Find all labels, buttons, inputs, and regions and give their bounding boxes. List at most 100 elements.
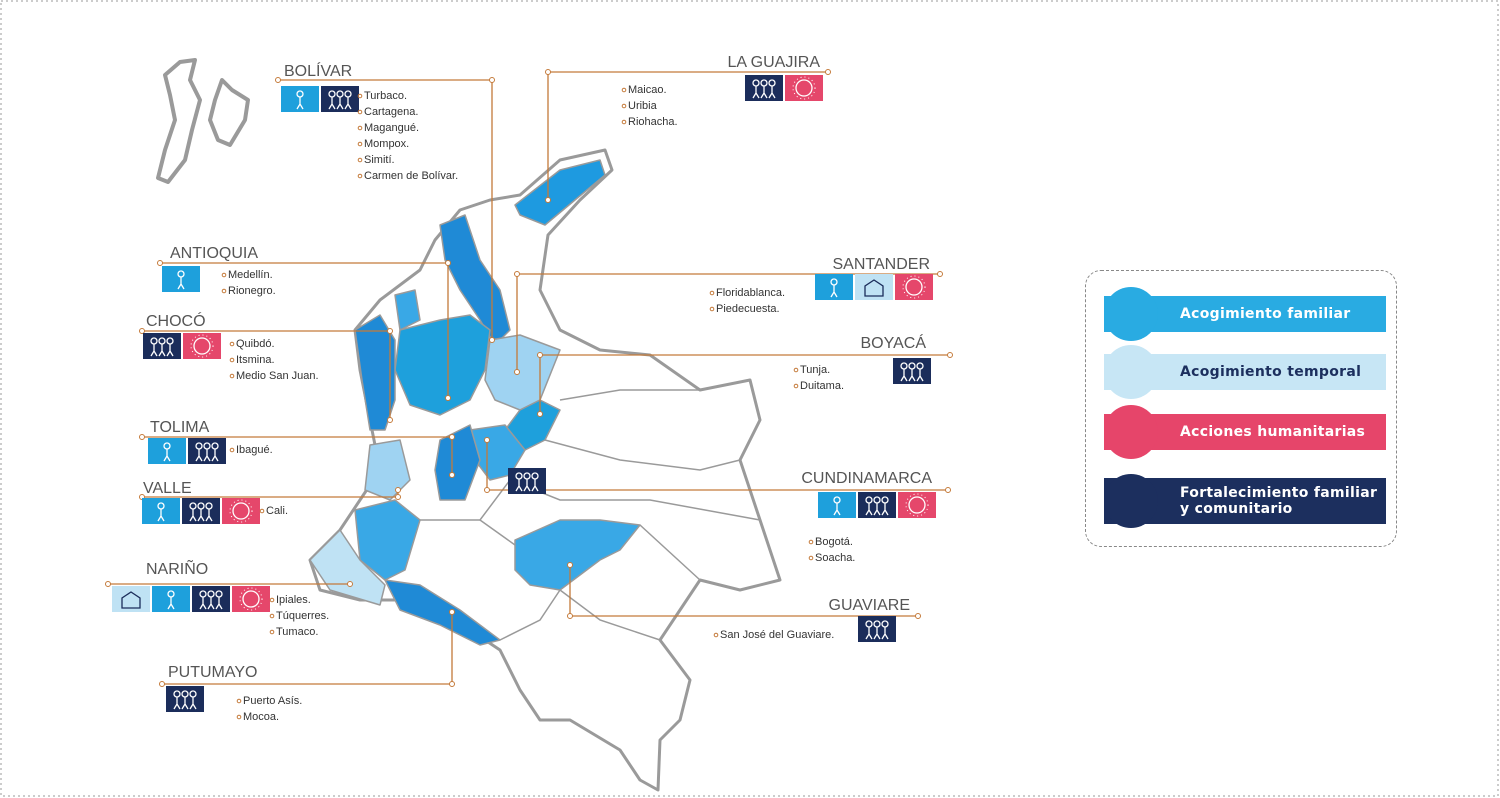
leader-dot [937, 271, 943, 277]
leader-dot [825, 69, 831, 75]
city: Soacha. [815, 552, 855, 564]
leader-dot [157, 260, 163, 266]
icon [167, 597, 175, 610]
city: Piedecuesta. [716, 303, 780, 315]
icon [792, 76, 816, 100]
city: Túquerres. [276, 610, 329, 622]
leader-dot [449, 609, 455, 615]
icon [768, 86, 776, 99]
icon [830, 285, 838, 298]
leader-dot [545, 69, 551, 75]
service-badge [183, 333, 221, 359]
region-name: PUTUMAYO [168, 664, 257, 681]
legend-item: Fortalecimiento familiar y comunitario [1104, 474, 1386, 528]
service-badge [895, 274, 933, 300]
city-bullet [236, 714, 242, 720]
icon [760, 86, 768, 99]
leader-dot [445, 260, 451, 266]
city-bullet [357, 125, 363, 131]
icon [166, 344, 174, 357]
icon [181, 697, 189, 710]
icon [908, 496, 926, 514]
icon [163, 449, 171, 462]
legend-label: Acciones humanitarias [1180, 424, 1366, 440]
region-name: NARIÑO [146, 558, 208, 578]
region-name: LA GUAJIRA [728, 54, 821, 71]
city: Tumaco. [276, 626, 318, 638]
icon [902, 275, 926, 299]
icon [242, 590, 260, 608]
city: Mompox. [364, 138, 409, 150]
city-bullet [709, 306, 715, 312]
city-bullet [793, 367, 799, 373]
city-bullet [221, 272, 227, 278]
legend-item: Acogimiento familiar [1104, 287, 1386, 341]
icon [177, 277, 185, 290]
icon [523, 479, 531, 492]
icon [211, 449, 219, 462]
city-bullet [357, 157, 363, 163]
city-bullet [808, 555, 814, 561]
region-name: VALLE [143, 480, 192, 497]
city: Ibagué. [236, 444, 273, 456]
icon [873, 627, 881, 640]
icon [239, 587, 263, 611]
city: Quibdó. [236, 338, 275, 350]
leader-dot [947, 352, 953, 358]
city-bullet [357, 109, 363, 115]
legend-item: Acogimiento temporal [1104, 345, 1386, 399]
city: Medio San Juan. [236, 370, 319, 382]
city: Duitama. [800, 380, 844, 392]
icon [189, 509, 197, 522]
region-name: GUAVIARE [829, 597, 911, 614]
region-name: ANTIOQUIA [170, 245, 258, 262]
icon [197, 509, 205, 522]
city: Itsmina. [236, 354, 275, 366]
icon [873, 503, 881, 516]
region-name: CUNDINAMARCA [801, 470, 932, 487]
icon [908, 369, 916, 382]
icon [193, 337, 211, 355]
icon [900, 369, 908, 382]
icon [336, 97, 344, 110]
city: Ipiales. [276, 594, 311, 606]
icon [195, 449, 203, 462]
icon [881, 503, 889, 516]
icon [203, 449, 211, 462]
city: Turbaco. [364, 90, 407, 102]
islands [156, 58, 250, 184]
city-bullet [229, 447, 235, 453]
city: Cartagena. [364, 106, 418, 118]
service-badge [898, 492, 936, 518]
city: Floridablanca. [716, 287, 785, 299]
city-bullet [357, 141, 363, 147]
city-bullet [221, 288, 227, 294]
icon [515, 479, 523, 492]
leader-dot [567, 613, 573, 619]
city-bullet [621, 87, 627, 93]
icon [215, 597, 223, 610]
city-bullet [793, 383, 799, 389]
city-bullet [357, 173, 363, 179]
leader-dot [567, 562, 573, 568]
city-bullet [808, 539, 814, 545]
leader-dot [387, 417, 393, 423]
service-badge [232, 586, 270, 612]
region-name: BOYACÁ [861, 333, 927, 352]
icon [232, 502, 250, 520]
service-badge [222, 498, 260, 524]
region-name: TOLIMA [150, 419, 210, 436]
icon [189, 697, 197, 710]
leader-dot [537, 352, 543, 358]
city-bullet [709, 290, 715, 296]
legend: Acogimiento familiar Acogimiento tempora… [1085, 270, 1397, 547]
icon [752, 86, 760, 99]
region-name: SANTANDER [833, 256, 931, 273]
leader-dot [484, 437, 490, 443]
legend-label: Fortalecimiento familiar y comunitario [1180, 485, 1378, 517]
city: Tunja. [800, 364, 830, 376]
icon [173, 697, 181, 710]
icon [865, 627, 873, 640]
legend-item: Acciones humanitarias [1104, 405, 1386, 459]
